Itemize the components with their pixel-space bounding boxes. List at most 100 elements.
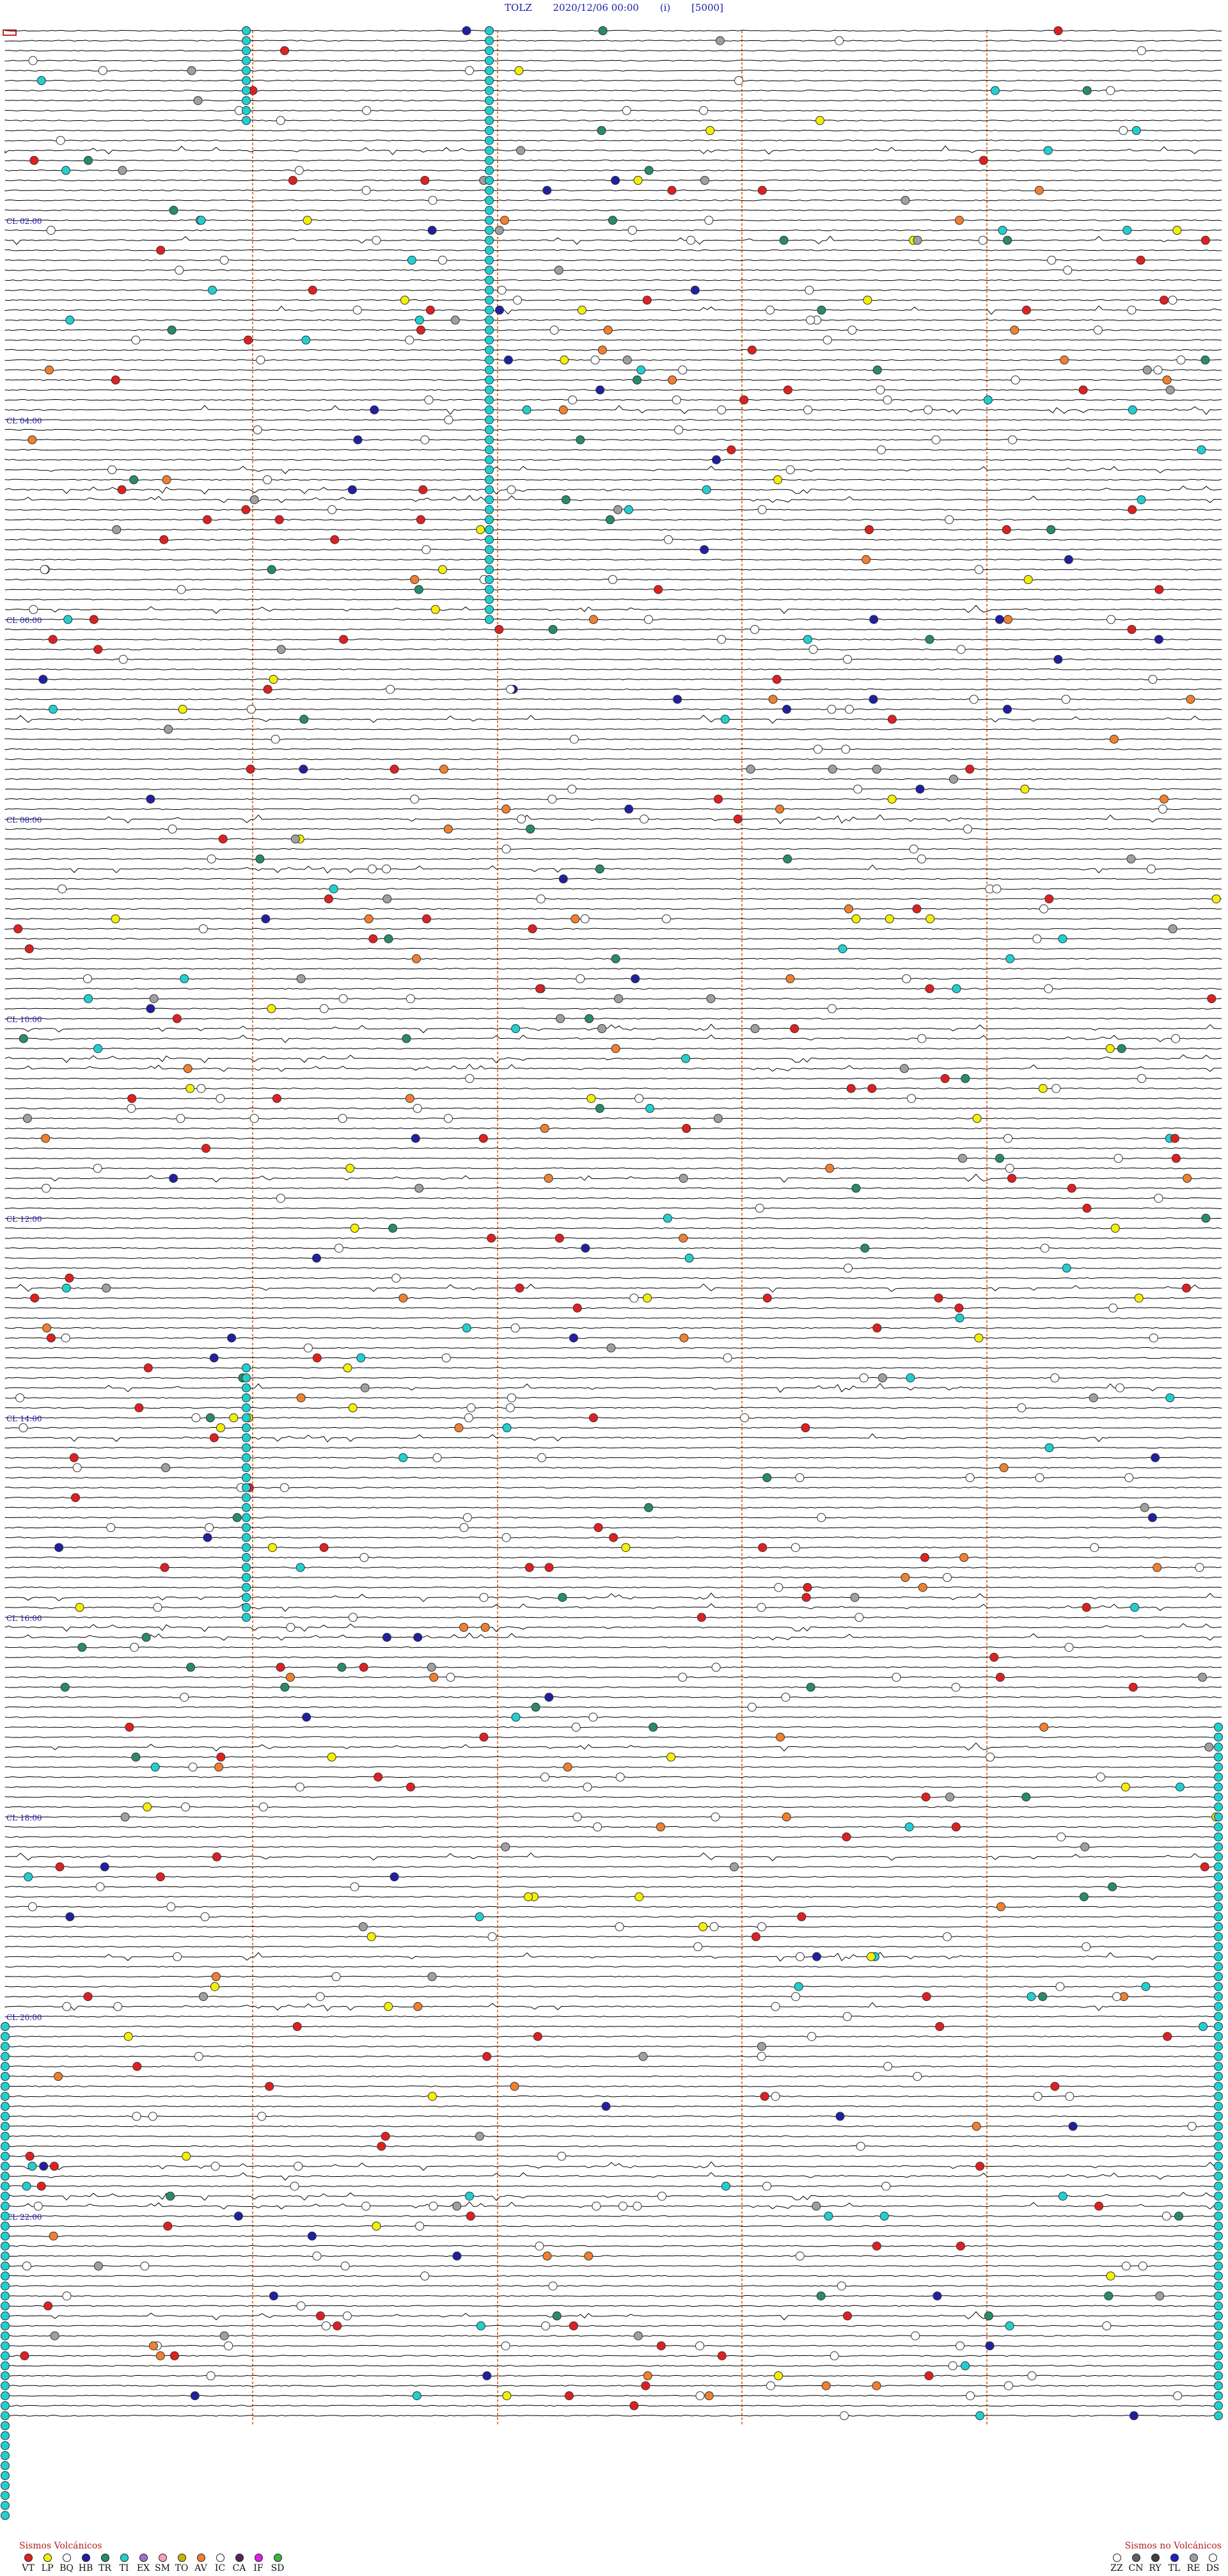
event-marker xyxy=(102,1283,111,1293)
event-marker xyxy=(965,764,975,774)
trace-row xyxy=(4,2025,1222,2028)
trace-row xyxy=(4,558,1222,561)
event-marker xyxy=(46,1333,56,1343)
event-marker xyxy=(218,834,228,844)
tremor-marker xyxy=(485,196,494,205)
event-marker xyxy=(644,166,654,175)
tremor-marker xyxy=(1214,2201,1223,2211)
event-marker xyxy=(219,2331,229,2341)
event-marker xyxy=(995,1673,1005,1682)
event-marker xyxy=(143,1802,152,1812)
trace-row xyxy=(4,2215,1222,2217)
event-marker xyxy=(339,635,349,644)
event-marker xyxy=(143,1363,153,1373)
tremor-marker xyxy=(1,2192,10,2201)
event-marker xyxy=(381,2131,390,2141)
event-marker xyxy=(265,2082,274,2091)
tremor-marker xyxy=(242,86,251,95)
event-marker xyxy=(555,1233,564,1243)
trace-row xyxy=(4,858,1222,860)
event-marker xyxy=(801,1423,810,1432)
event-marker xyxy=(700,545,709,555)
trace-row xyxy=(4,2055,1222,2058)
event-marker xyxy=(1153,1563,1162,1572)
event-marker xyxy=(640,814,649,824)
event-marker xyxy=(757,186,767,195)
event-marker xyxy=(131,335,141,345)
tremor-marker xyxy=(242,1613,251,1622)
event-marker xyxy=(835,2112,845,2121)
tremor-marker xyxy=(1214,1882,1223,1892)
event-marker xyxy=(1040,1244,1050,1253)
event-marker xyxy=(1008,435,1017,445)
event-marker xyxy=(255,854,265,864)
tremor-marker xyxy=(1,2511,10,2520)
tremor-marker xyxy=(1,2042,10,2051)
event-marker xyxy=(327,1752,336,1762)
trace-row xyxy=(4,2192,1222,2201)
event-marker xyxy=(773,475,783,484)
event-marker xyxy=(452,2251,462,2261)
event-marker xyxy=(196,1084,206,1093)
event-marker xyxy=(629,2401,639,2410)
event-marker xyxy=(542,2251,552,2261)
trace-row xyxy=(4,668,1222,670)
event-marker xyxy=(758,1543,767,1553)
event-marker xyxy=(1200,1862,1209,1872)
event-marker xyxy=(256,355,265,365)
event-marker xyxy=(812,2201,821,2211)
event-marker xyxy=(1171,1153,1181,1163)
hour-label: CL 18:00 xyxy=(6,1813,42,1822)
trace-row xyxy=(4,814,1222,825)
event-marker xyxy=(806,315,815,325)
event-marker xyxy=(872,764,881,774)
event-marker xyxy=(723,1353,732,1363)
tremor-marker xyxy=(1214,1922,1223,1931)
tremor-marker xyxy=(242,1443,251,1453)
tremor-marker xyxy=(242,56,251,65)
event-marker xyxy=(216,1094,225,1103)
event-marker xyxy=(1082,1203,1092,1213)
event-marker xyxy=(558,1593,567,1602)
tremor-marker xyxy=(1,2441,10,2451)
event-marker xyxy=(153,1602,162,1612)
tremor-marker xyxy=(242,1393,251,1403)
trace-row xyxy=(4,389,1222,391)
event-marker xyxy=(207,854,216,864)
nonvolcanic-legend: Sismos no Volcánicos ZZ CN RY TL RE DS xyxy=(1108,2541,1222,2573)
event-marker xyxy=(501,1842,510,1852)
event-marker xyxy=(61,1283,71,1293)
tremor-marker xyxy=(1214,2381,1223,2390)
event-marker xyxy=(774,1583,783,1592)
event-marker xyxy=(267,565,276,574)
event-marker xyxy=(686,235,696,245)
legend-nonvolcanic-re-swatch xyxy=(1189,2554,1198,2562)
tremor-marker xyxy=(1,2421,10,2430)
event-marker xyxy=(762,2181,772,2191)
tremor-marker xyxy=(242,36,251,45)
event-marker xyxy=(704,216,714,225)
trace-row xyxy=(4,997,1222,1000)
tremor-marker xyxy=(1214,2361,1223,2371)
trace-row xyxy=(4,349,1222,351)
event-marker xyxy=(734,76,744,85)
event-marker xyxy=(924,405,933,415)
tremor-marker xyxy=(1214,2371,1223,2380)
event-marker xyxy=(274,515,284,525)
event-marker xyxy=(1121,1782,1130,1792)
event-marker xyxy=(757,505,767,514)
event-marker xyxy=(568,395,578,405)
event-marker xyxy=(603,326,613,335)
tremor-marker xyxy=(1214,2241,1223,2251)
trace-row xyxy=(4,1736,1222,1738)
tremor-marker xyxy=(1,2261,10,2271)
tremor-marker xyxy=(1214,1732,1223,1742)
event-marker xyxy=(398,1293,408,1303)
event-marker xyxy=(812,1952,821,1961)
trace-row xyxy=(4,1237,1222,1239)
tremor-marker xyxy=(242,116,251,125)
event-marker xyxy=(1207,994,1216,1004)
tremor-marker xyxy=(485,155,494,165)
trace-row xyxy=(4,189,1222,191)
tremor-marker xyxy=(1,2051,10,2061)
